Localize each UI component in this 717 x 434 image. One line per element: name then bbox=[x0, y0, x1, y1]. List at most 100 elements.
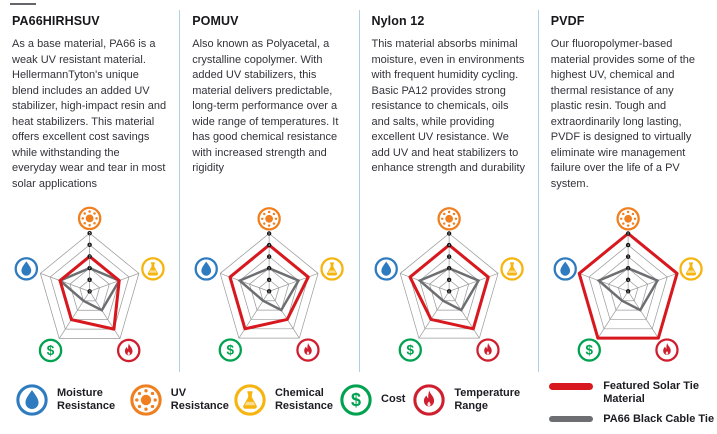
axis-tick-dot bbox=[625, 254, 631, 259]
flask-icon bbox=[234, 384, 266, 416]
grid-ring bbox=[79, 279, 100, 302]
sun-icon bbox=[257, 207, 282, 231]
axis-tick-label: 3 bbox=[89, 255, 91, 259]
reference-line-swatch bbox=[549, 416, 594, 422]
legend-label: Temperature Range bbox=[454, 386, 521, 413]
axis-tick-label: 3 bbox=[448, 255, 450, 259]
material-description: Also known as Polyacetal, a crystalline … bbox=[192, 38, 339, 174]
grid-ring bbox=[428, 267, 469, 311]
droplet-icon bbox=[374, 257, 398, 281]
axis-tick-label: 4 bbox=[627, 243, 629, 247]
axis-tick-dot bbox=[625, 277, 631, 282]
axis-tick-label: 4 bbox=[269, 243, 271, 247]
grid-spoke bbox=[418, 291, 449, 339]
radar-chart-pa66hirhsuv: 5 4 3 2 1 0 $ bbox=[12, 194, 167, 372]
featured-series-polygon bbox=[228, 243, 311, 331]
axis-tick-label: 1 bbox=[269, 278, 271, 282]
axis-tick-dot bbox=[625, 242, 631, 248]
legend-item-reference-series: PA66 Black Cable Tie bbox=[549, 413, 717, 426]
grid-spoke bbox=[448, 273, 498, 292]
reference-series-polygon bbox=[237, 266, 301, 312]
axis-tick-label: 5 bbox=[448, 232, 450, 236]
axis-tick-label: 5 bbox=[269, 232, 271, 236]
axis-tick-dot bbox=[267, 242, 272, 248]
material-column-nylon12: Nylon 12 This material absorbs minimal m… bbox=[358, 10, 538, 372]
axis-tick-label: 0 bbox=[448, 289, 450, 293]
grid-spoke bbox=[399, 273, 449, 292]
axis-tick-label: 2 bbox=[627, 266, 629, 270]
sun-icon bbox=[616, 207, 640, 231]
grid-spoke bbox=[448, 291, 480, 339]
material-title: Nylon 12 bbox=[371, 14, 425, 28]
material-column-pvdf: PVDF Our fluoropolymer-based material pr… bbox=[537, 10, 717, 372]
axis-tick-dot bbox=[87, 289, 92, 294]
dollar-icon: $ bbox=[398, 338, 422, 362]
axis-tick-dot bbox=[267, 289, 272, 294]
axis-tick-dot bbox=[446, 277, 451, 282]
axis-tick-label: 4 bbox=[448, 243, 450, 247]
svg-text:$: $ bbox=[585, 343, 593, 358]
legend-label: Cost bbox=[381, 393, 406, 406]
axis-tick-label: 3 bbox=[627, 255, 629, 259]
radar-chart-svg: 5 4 3 2 1 0 $ bbox=[194, 207, 344, 362]
legend-label: Featured Solar Tie Material bbox=[603, 380, 699, 405]
legend-label: PA66 Black Cable Tie bbox=[603, 413, 715, 425]
axis-tick-dot bbox=[446, 289, 451, 294]
axis-tick-dot bbox=[446, 231, 451, 236]
axis-tick-dot bbox=[446, 254, 451, 259]
grid-spoke bbox=[597, 291, 629, 339]
sun-icon bbox=[436, 207, 461, 231]
legend-item-temperature: Temperature Range bbox=[413, 384, 525, 416]
grid-ring bbox=[220, 233, 319, 339]
featured-line-swatch bbox=[549, 383, 594, 390]
legend-label: Moisture Resistance bbox=[57, 386, 116, 413]
flame-icon bbox=[475, 338, 500, 362]
grid-ring bbox=[438, 279, 459, 302]
grid-ring bbox=[249, 267, 290, 311]
axis-tick-dot bbox=[87, 230, 92, 236]
material-description: Our fluoropolymer-based material provide… bbox=[550, 38, 696, 190]
grid-spoke bbox=[627, 291, 659, 339]
axis-tick-dot bbox=[87, 265, 92, 271]
legend-label: Chemical Resistance bbox=[274, 386, 334, 413]
grid-spoke bbox=[89, 291, 121, 339]
material-column-pomuv: POMUV Also known as Polyacetal, a crysta… bbox=[179, 10, 358, 372]
legend-item-cost: $ Cost bbox=[340, 384, 413, 416]
axis-tick-dot bbox=[267, 231, 272, 236]
grid-ring bbox=[399, 233, 498, 339]
axis-tick-label: 4 bbox=[89, 243, 91, 247]
axis-tick-label: 2 bbox=[448, 266, 450, 270]
featured-series-polygon bbox=[577, 231, 679, 340]
grid-spoke bbox=[89, 273, 140, 292]
radar-chart-nylon12: 5 4 3 2 1 0 $ bbox=[372, 194, 526, 372]
series-legend: Featured Solar Tie Material PA66 Black C… bbox=[549, 380, 717, 426]
flame-icon bbox=[116, 338, 141, 363]
axis-tick-label: 0 bbox=[269, 289, 271, 293]
axis-tick-label: 5 bbox=[89, 231, 91, 235]
top-crop-mark bbox=[10, 3, 36, 5]
reference-series-polygon bbox=[596, 266, 660, 312]
flame-icon bbox=[296, 338, 320, 362]
grid-ring bbox=[259, 279, 280, 302]
axis-tick-label: 2 bbox=[89, 266, 91, 270]
axis-tick-dot bbox=[625, 289, 631, 294]
axis-tick-dot bbox=[625, 231, 631, 236]
material-description: As a base material, PA66 is a weak UV re… bbox=[12, 38, 167, 190]
grid-spoke bbox=[40, 273, 90, 292]
featured-series-polygon bbox=[407, 243, 490, 331]
axis-tick-dot bbox=[267, 254, 272, 259]
grid-spoke bbox=[627, 273, 677, 292]
droplet-icon bbox=[16, 384, 48, 416]
grid-ring bbox=[49, 244, 130, 330]
radar-chart-pvdf: 5 4 3 2 1 0 $ bbox=[551, 194, 705, 372]
grid-spoke bbox=[220, 273, 270, 292]
dollar-icon: $ bbox=[577, 338, 601, 362]
legend-item-uv: UV Resistance bbox=[130, 384, 234, 416]
radar-chart-svg: 5 4 3 2 1 0 $ bbox=[374, 207, 524, 362]
axis-tick-label: 5 bbox=[627, 232, 629, 236]
sun-icon bbox=[77, 206, 102, 231]
axis-tick-dot bbox=[446, 266, 451, 271]
grid-ring bbox=[239, 256, 300, 320]
axis-tick-label: 3 bbox=[269, 255, 271, 259]
grid-spoke bbox=[58, 291, 90, 339]
